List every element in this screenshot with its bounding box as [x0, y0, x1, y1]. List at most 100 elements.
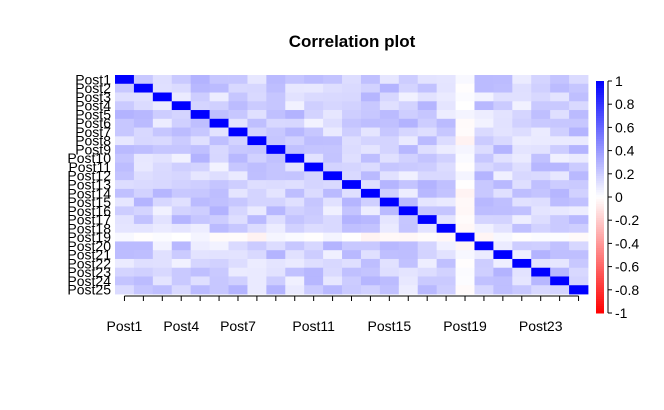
heatmap-cell-r8-c5 — [190, 136, 210, 146]
heatmap-cell-r18-c25 — [569, 223, 589, 234]
heatmap-cell-r13-c21 — [493, 180, 513, 190]
heatmap-cell-r17-c25 — [569, 215, 589, 225]
heatmap-cell-r1-c24 — [550, 75, 570, 85]
heatmap-cell-r1-c12 — [323, 75, 343, 85]
heatmap-cell-r9-c15 — [379, 145, 400, 155]
heatmap-cell-r10-c25 — [569, 153, 589, 163]
heatmap-cell-r11-c17 — [417, 162, 438, 172]
heatmap-cell-r22-c7 — [228, 258, 248, 269]
heatmap-cell-r23-c7 — [228, 267, 248, 277]
heatmap-cell-r9-c11 — [304, 145, 324, 155]
heatmap-cell-r24-c25 — [569, 276, 589, 286]
heatmap-cell-r1-c14 — [360, 75, 381, 85]
heatmap-cell-r11-c22 — [512, 162, 532, 172]
legend-swatch-89 — [596, 287, 604, 291]
heatmap-cell-r14-c10 — [285, 188, 305, 199]
heatmap-cell-r4-c23 — [531, 101, 551, 111]
heatmap-cell-r11-c4 — [171, 162, 192, 172]
heatmap-cell-r19-c20 — [474, 232, 494, 242]
row-label-post22: Post22 — [67, 255, 111, 271]
legend-swatch-7 — [596, 97, 604, 101]
legend-swatch-92 — [596, 294, 604, 298]
legend-swatch-69 — [596, 241, 604, 244]
heatmap-cell-r15-c24 — [550, 197, 570, 207]
heatmap-cell-r7-c6 — [209, 127, 229, 137]
heatmap-cell-r8-c19 — [455, 136, 475, 146]
heatmap-cell-r3-c12 — [323, 92, 343, 102]
heatmap-cell-r6-c5 — [190, 118, 210, 128]
legend-tick-label-0: 0 — [615, 189, 623, 205]
heatmap-cell-r1-c17 — [417, 75, 438, 85]
legend-swatch-55 — [596, 208, 604, 212]
heatmap-cell-r17-c19 — [455, 215, 475, 225]
legend-swatch-58 — [596, 215, 604, 219]
heatmap-cell-r24-c18 — [436, 276, 456, 286]
row-label-post11: Post11 — [68, 159, 111, 175]
legend-swatch-74 — [596, 252, 604, 256]
heatmap-cell-r18-c20 — [474, 223, 494, 234]
heatmap-cell-r25-c8 — [247, 285, 267, 295]
heatmap-cell-r24-c24 — [550, 276, 570, 286]
heatmap-cell-r9-c9 — [266, 145, 286, 155]
heatmap-cell-r24-c15 — [379, 276, 400, 286]
heatmap-cell-r16-c8 — [247, 206, 267, 216]
heatmap-cell-r9-c25 — [569, 145, 589, 155]
heatmap-cell-r16-c14 — [360, 206, 381, 216]
heatmap-cell-r6-c10 — [285, 118, 305, 128]
heatmap-cell-r14-c18 — [436, 188, 456, 199]
legend-swatch-80 — [596, 266, 604, 270]
heatmap-cell-r9-c7 — [228, 145, 248, 155]
legend-swatch-45 — [596, 185, 604, 189]
heatmap-cell-r24-c6 — [209, 276, 229, 286]
legend-swatch-34 — [596, 159, 604, 163]
legend-swatch-52 — [596, 201, 604, 205]
heatmap-cell-r10-c24 — [550, 153, 570, 163]
heatmap-cell-r25-c19 — [455, 285, 475, 295]
legend-swatch-1 — [596, 83, 604, 87]
heatmap-cell-r12-c6 — [209, 171, 229, 181]
heatmap-cell-r24-c12 — [323, 276, 343, 286]
legend-swatch-6 — [596, 94, 604, 98]
heatmap-cell-r11-c16 — [398, 162, 419, 172]
heatmap-cell-r21-c1 — [115, 250, 135, 260]
heatmap-cell-r6-c15 — [379, 118, 400, 128]
legend-swatch-70 — [596, 243, 604, 247]
heatmap-cell-r22-c3 — [152, 258, 173, 269]
heatmap-cell-r17-c15 — [379, 215, 400, 225]
heatmap-cell-r18-c4 — [171, 223, 192, 234]
heatmap-cell-r1-c2 — [133, 75, 154, 85]
heatmap-cell-r2-c23 — [531, 83, 551, 93]
heatmap-cell-r2-c11 — [304, 83, 324, 93]
heatmap-cell-r19-c11 — [304, 232, 324, 242]
heatmap-cell-r25-c12 — [323, 285, 343, 295]
heatmap-cell-r4-c12 — [323, 101, 343, 111]
heatmap-cell-r14-c12 — [323, 188, 343, 199]
heatmap-cell-r8-c21 — [493, 136, 513, 146]
heatmap-cell-r14-c13 — [342, 188, 362, 199]
heatmap-cell-r20-c3 — [152, 241, 173, 251]
heatmap-cell-r17-c6 — [209, 215, 229, 225]
heatmap-cell-r24-c5 — [190, 276, 210, 286]
legend-swatch-66 — [596, 234, 604, 237]
heatmap-cell-r17-c22 — [512, 215, 532, 225]
heatmap-cell-r1-c22 — [512, 75, 532, 85]
heatmap-cell-r7-c11 — [304, 127, 324, 137]
legend-swatch-38 — [596, 169, 604, 172]
legend-swatch-91 — [596, 292, 604, 295]
heatmap-cell-r3-c5 — [190, 92, 210, 102]
heatmap-cell-r21-c15 — [379, 250, 400, 260]
heatmap-cell-r18-c16 — [398, 223, 419, 234]
heatmap-cell-r9-c12 — [323, 145, 343, 155]
heatmap-cell-r13-c12 — [323, 180, 343, 190]
heatmap-cell-r25-c15 — [379, 285, 400, 295]
row-labels: Post1Post2Post3Post4Post5Post6Post7Post8… — [67, 71, 111, 297]
heatmap-cell-r14-c21 — [493, 188, 513, 199]
legend-swatch-59 — [596, 217, 604, 221]
heatmap-cell-r1-c23 — [531, 75, 551, 85]
heatmap-cell-r23-c12 — [323, 267, 343, 277]
heatmap-cell-r19-c12 — [323, 232, 343, 242]
heatmap-cell-r16-c3 — [152, 206, 173, 216]
heatmap-cell-r2-c14 — [360, 83, 381, 93]
heatmap-cell-r15-c7 — [228, 197, 248, 207]
heatmap-cell-r14-c19 — [455, 188, 475, 199]
